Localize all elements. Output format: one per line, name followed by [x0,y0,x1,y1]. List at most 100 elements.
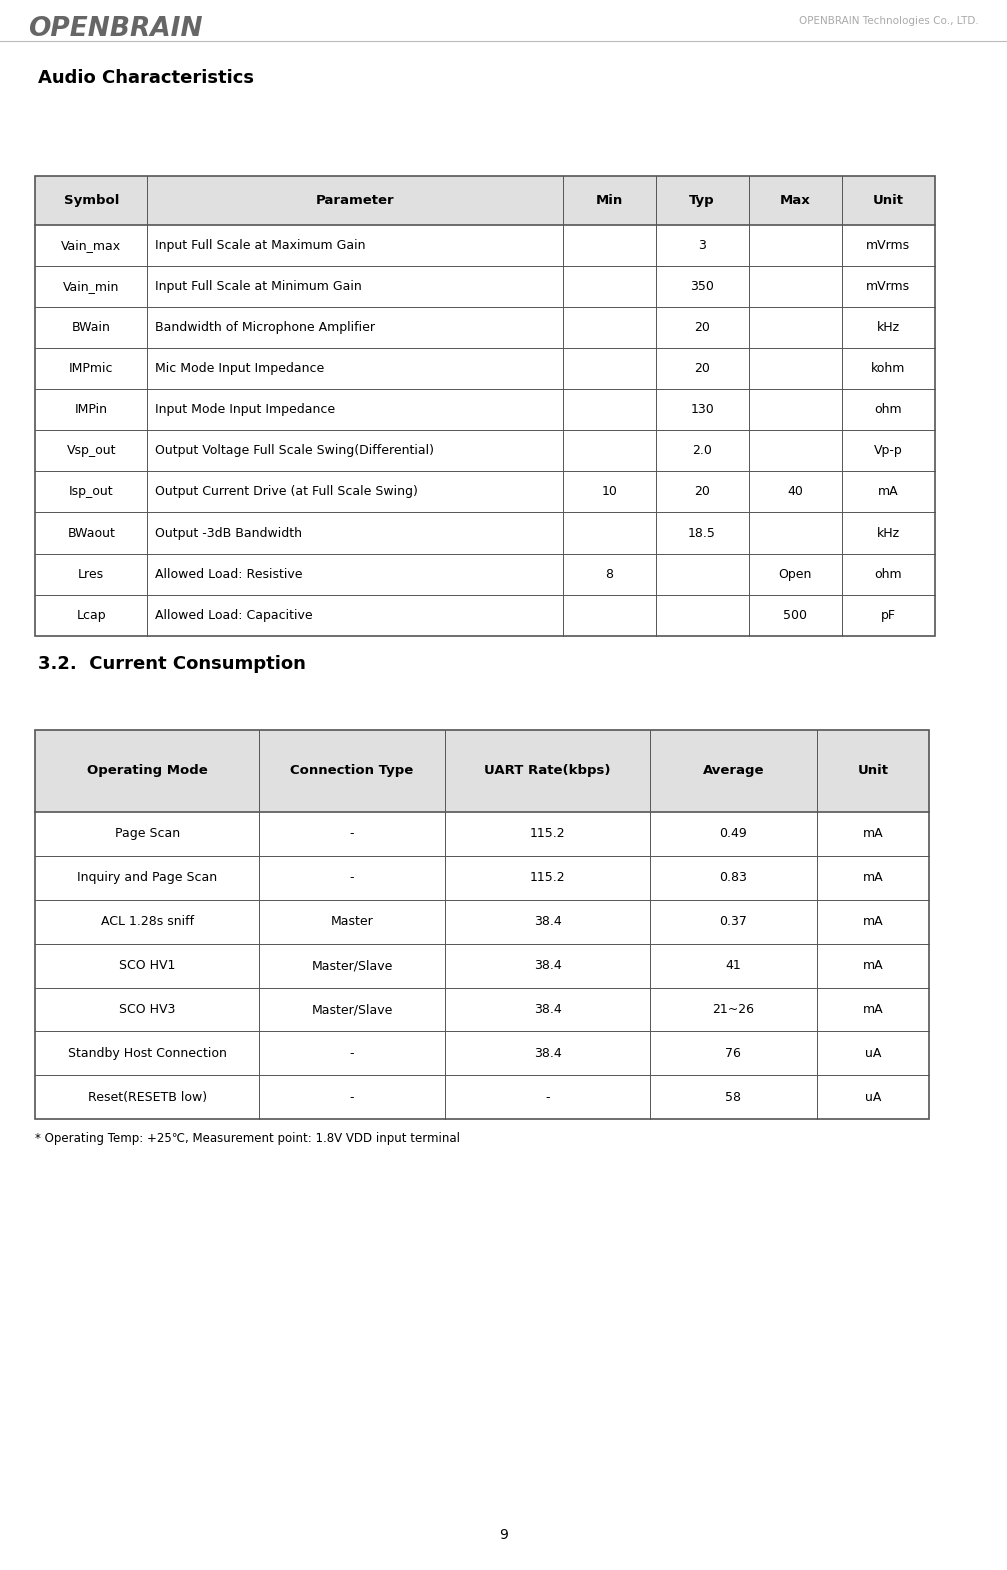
Text: Bandwidth of Microphone Amplifier: Bandwidth of Microphone Amplifier [155,320,376,334]
Text: Audio Characteristics: Audio Characteristics [38,69,254,86]
Bar [35,265,934,306]
Text: Symbol: Symbol [63,193,119,207]
Bar [35,471,934,512]
Text: Allowed Load: Capacitive: Allowed Load: Capacitive [155,609,313,622]
Bar [35,856,928,900]
Bar [35,225,934,265]
Text: mVrms: mVrms [866,279,910,292]
Bar [35,900,928,944]
Text: 38.4: 38.4 [534,1047,561,1060]
Bar [35,988,928,1031]
Text: Master/Slave: Master/Slave [311,959,393,972]
Text: Allowed Load: Resistive: Allowed Load: Resistive [155,568,303,581]
Text: Average: Average [703,765,764,777]
Text: Page Scan: Page Scan [115,827,179,840]
Text: Operating Mode: Operating Mode [87,765,207,777]
Text: Lcap: Lcap [77,609,106,622]
Text: -: - [349,827,354,840]
Text: Unit: Unit [872,193,903,207]
Text: -: - [349,1047,354,1060]
Text: * Operating Temp: +25℃, Measurement point: 1.8V VDD input terminal: * Operating Temp: +25℃, Measurement poin… [35,1132,460,1145]
Text: 58: 58 [725,1091,741,1104]
Text: -: - [349,1091,354,1104]
Text: 38.4: 38.4 [534,1003,561,1016]
Text: mVrms: mVrms [866,239,910,251]
Text: uA: uA [865,1047,881,1060]
Text: Output Current Drive (at Full Scale Swing): Output Current Drive (at Full Scale Swin… [155,485,418,498]
Bar [35,1031,928,1075]
Text: uA: uA [865,1091,881,1104]
Bar [35,730,928,812]
Text: Vp-p: Vp-p [874,444,902,457]
Bar [35,176,934,225]
Text: 10: 10 [601,485,617,498]
Bar [35,944,928,988]
Text: Unit: Unit [857,765,888,777]
Text: 115.2: 115.2 [530,871,565,884]
Text: 20: 20 [694,363,710,375]
Bar [35,306,934,349]
Text: -: - [545,1091,550,1104]
Bar [35,389,934,430]
Bar [35,176,934,636]
Bar [35,512,934,554]
Text: mA: mA [863,827,883,840]
Text: 0.83: 0.83 [719,871,747,884]
Text: Open: Open [778,568,812,581]
Text: Lres: Lres [79,568,105,581]
Bar [35,730,928,1119]
Text: 20: 20 [694,485,710,498]
Text: Output Voltage Full Scale Swing(Differential): Output Voltage Full Scale Swing(Differen… [155,444,434,457]
Text: UART Rate(kbps): UART Rate(kbps) [484,765,610,777]
Text: mA: mA [863,1003,883,1016]
Text: 3: 3 [698,239,706,251]
Bar [35,1075,928,1119]
Text: ohm: ohm [874,568,902,581]
Text: 500: 500 [783,609,807,622]
Text: Vain_max: Vain_max [61,239,121,251]
Text: Max: Max [779,193,811,207]
Text: Mic Mode Input Impedance: Mic Mode Input Impedance [155,363,324,375]
Text: ACL 1.28s sniff: ACL 1.28s sniff [101,915,193,928]
Text: 0.49: 0.49 [720,827,747,840]
Text: Vain_min: Vain_min [63,279,120,292]
Text: 0.37: 0.37 [719,915,747,928]
Text: 3.2.  Current Consumption: 3.2. Current Consumption [38,655,306,672]
Text: Connection Type: Connection Type [290,765,414,777]
Text: ohm: ohm [874,403,902,416]
Text: 38.4: 38.4 [534,915,561,928]
Text: BWain: BWain [71,320,111,334]
Bar [35,595,934,636]
Text: 76: 76 [725,1047,741,1060]
Text: mA: mA [863,915,883,928]
Text: Min: Min [595,193,622,207]
Text: Master: Master [330,915,374,928]
Text: Reset(RESETB low): Reset(RESETB low) [88,1091,206,1104]
Text: 21~26: 21~26 [712,1003,754,1016]
Text: Input Mode Input Impedance: Input Mode Input Impedance [155,403,335,416]
Text: mA: mA [878,485,898,498]
Text: 20: 20 [694,320,710,334]
Text: kHz: kHz [876,526,899,540]
Text: pF: pF [880,609,895,622]
Bar [35,349,934,389]
Text: Input Full Scale at Maximum Gain: Input Full Scale at Maximum Gain [155,239,366,251]
Text: 8: 8 [605,568,613,581]
Bar [35,430,934,471]
Text: OPENBRAIN Technologies Co., LTD.: OPENBRAIN Technologies Co., LTD. [799,16,979,25]
Text: Standby Host Connection: Standby Host Connection [67,1047,227,1060]
Text: 9: 9 [499,1528,508,1542]
Text: kHz: kHz [876,320,899,334]
Bar [35,554,934,595]
Bar [35,812,928,856]
Text: Master/Slave: Master/Slave [311,1003,393,1016]
Text: 2.0: 2.0 [692,444,712,457]
Text: Inquiry and Page Scan: Inquiry and Page Scan [78,871,218,884]
Text: Output -3dB Bandwidth: Output -3dB Bandwidth [155,526,302,540]
Text: Typ: Typ [690,193,715,207]
Text: 41: 41 [725,959,741,972]
Text: Parameter: Parameter [315,193,394,207]
Text: 18.5: 18.5 [688,526,716,540]
Text: Vsp_out: Vsp_out [66,444,116,457]
Text: IMPin: IMPin [75,403,108,416]
